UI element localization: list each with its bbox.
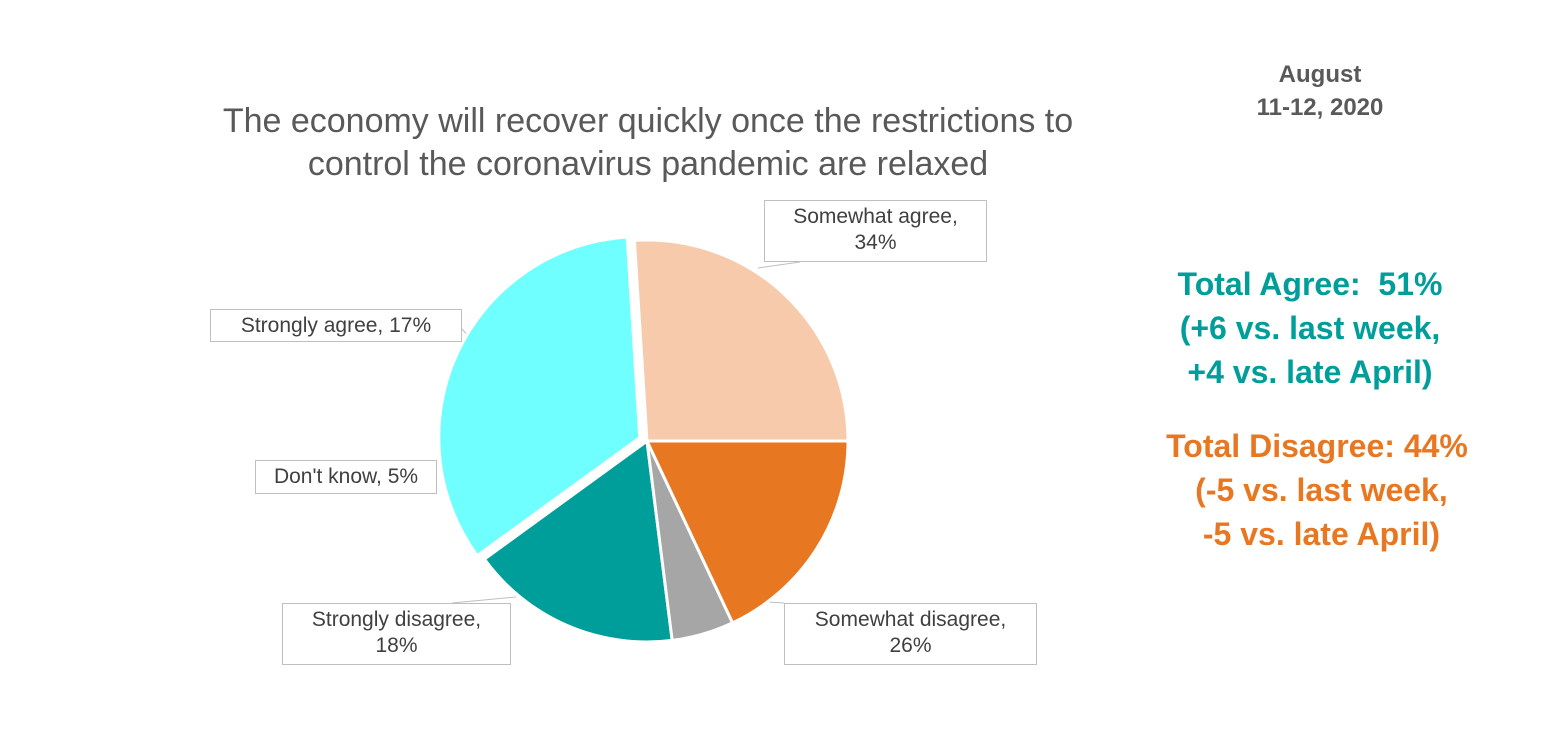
data-label-strongly-agree-text: Strongly agree, 17%	[240, 314, 432, 337]
chart-title: The economy will recover quickly once th…	[150, 100, 1146, 186]
pie-slice-somewhat-agree	[437, 235, 642, 558]
data-label-dont-know-text: Don't know, 5%	[273, 465, 419, 488]
total-agree-line-1: Total Agree: 51%	[1177, 266, 1443, 302]
total-disagree-summary: Total Disagree: 44% (-5 vs. last week, -…	[1117, 424, 1517, 556]
data-label-dont-know: Don't know, 5%	[255, 460, 437, 494]
total-agree-summary: Total Agree: 51% (+6 vs. last week, +4 v…	[1110, 262, 1510, 394]
total-disagree-line-1: Total Disagree: 44%	[1166, 428, 1468, 464]
date-month: August	[1278, 61, 1362, 88]
total-disagree-line-3: -5 vs. late April)	[1194, 516, 1440, 552]
leader-line-somewhat-agree	[757, 261, 801, 269]
data-label-somewhat-agree: Somewhat agree, 34%	[764, 200, 987, 262]
data-label-strongly-disagree-name: Strongly disagree,	[311, 608, 482, 631]
data-label-somewhat-agree-name: Somewhat agree,	[793, 205, 958, 228]
data-label-strongly-agree: Strongly agree, 17%	[210, 309, 462, 342]
date-days: 11-12, 2020	[1256, 94, 1384, 121]
data-label-somewhat-disagree-name: Somewhat disagree,	[814, 608, 1007, 631]
total-disagree-line-2: (-5 vs. last week,	[1186, 472, 1448, 508]
data-label-somewhat-agree-value: 34%	[854, 231, 897, 254]
pie-slice-strongly-disagree	[645, 439, 850, 625]
chart-title-line-1: The economy will recover quickly once th…	[222, 102, 1074, 140]
data-label-somewhat-disagree: Somewhat disagree, 26%	[784, 603, 1037, 665]
data-label-somewhat-disagree-value: 26%	[889, 634, 932, 657]
data-label-strongly-disagree-value: 18%	[375, 634, 418, 657]
total-agree-line-2: (+6 vs. last week,	[1179, 310, 1441, 346]
pie-slice-somewhat-disagree	[632, 238, 850, 443]
date-label: August 11-12, 2020	[1220, 58, 1420, 124]
data-label-strongly-disagree: Strongly disagree, 18%	[282, 603, 511, 665]
total-agree-line-3: +4 vs. late April)	[1187, 354, 1433, 390]
leader-line-strongly-disagree	[451, 596, 517, 604]
chart-title-line-2: control the coronavirus pandemic are rel…	[307, 145, 989, 183]
pie-slice-strongly-agree	[482, 439, 674, 644]
